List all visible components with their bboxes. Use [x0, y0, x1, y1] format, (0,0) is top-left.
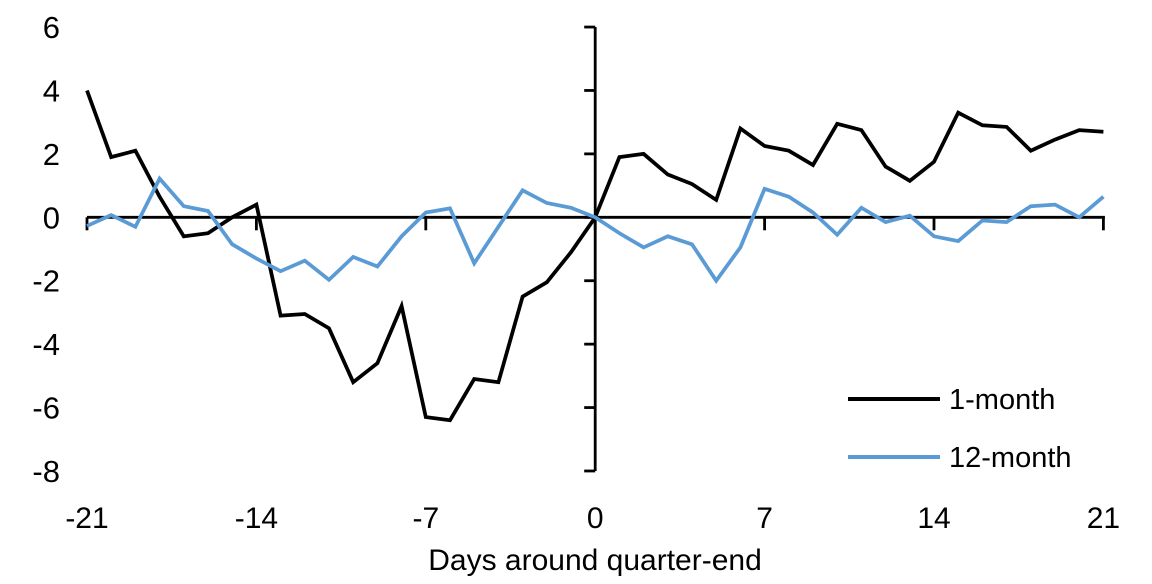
legend-label-1-month: 1-month: [949, 384, 1055, 416]
x-tick-label: 0: [587, 502, 604, 535]
x-tick-label: 7: [756, 502, 773, 535]
y-axis: 6 4 2 0 -2 -4 -6 -8: [32, 10, 597, 489]
series-12-month-line: [86, 175, 1105, 284]
y-tick-label: -6: [32, 391, 60, 426]
x-tick-label: -14: [235, 502, 278, 535]
x-tick-label: -7: [412, 502, 439, 535]
x-tick-label: -21: [65, 502, 108, 535]
y-tick-label: 4: [43, 73, 60, 108]
legend-label-12-month: 12-month: [949, 442, 1072, 474]
y-tick-label: 2: [43, 137, 60, 172]
y-tick-label: -4: [32, 327, 60, 362]
y-tick-label: -8: [32, 454, 60, 489]
x-tick-label: 14: [917, 502, 950, 535]
series-layer: [85, 89, 1105, 423]
x-axis: -21 -14 -7 0 7 14 21: [65, 215, 1120, 535]
y-tick-label: 0: [43, 200, 60, 235]
y-tick-label: 6: [43, 10, 60, 45]
y-tick-label: -2: [32, 264, 60, 299]
x-axis-title: Days around quarter-end: [428, 544, 762, 577]
x-tick-label: 21: [1087, 502, 1120, 535]
legend: 1-month 12-month: [848, 384, 1072, 474]
